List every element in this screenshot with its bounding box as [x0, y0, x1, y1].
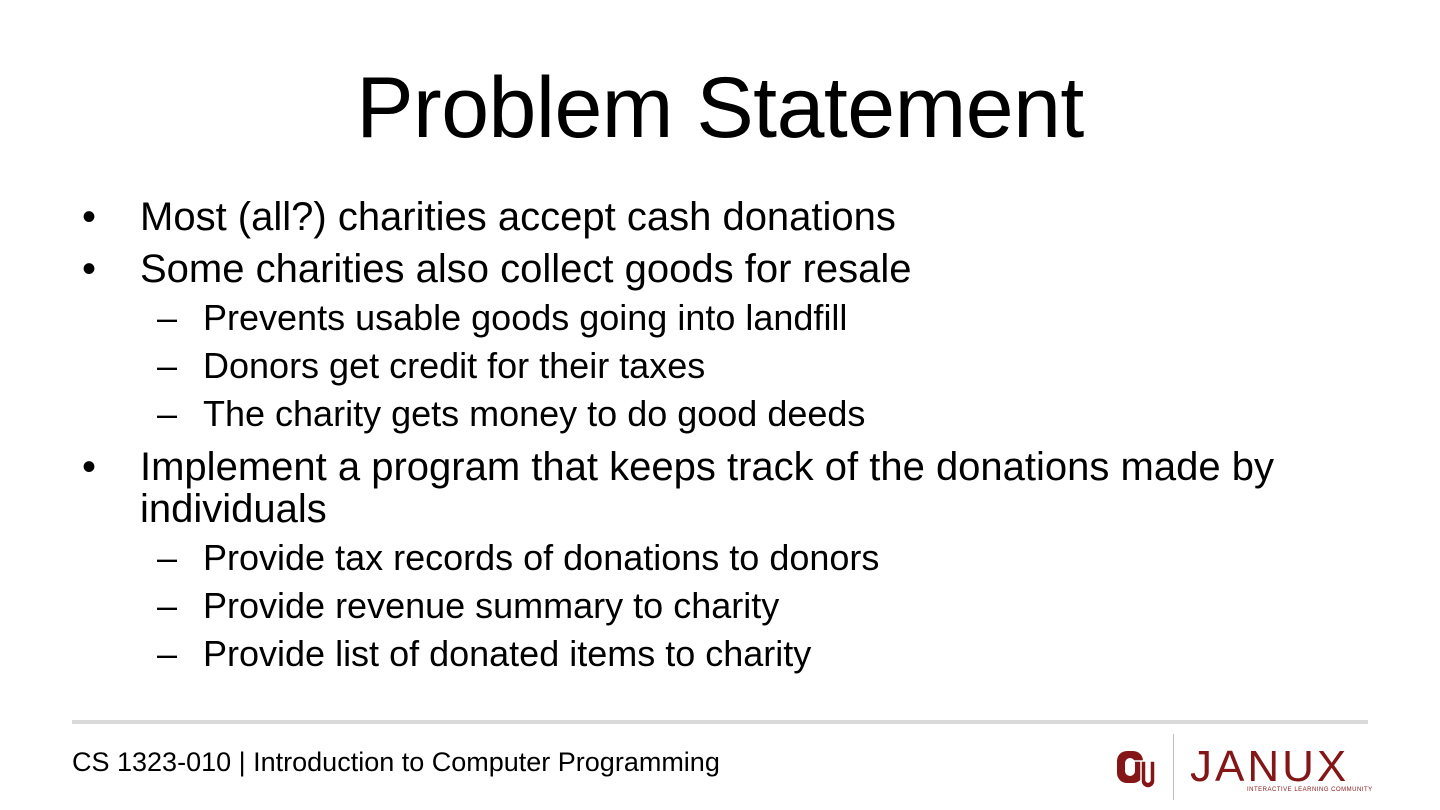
sub-bullet-text: Prevents usable goods going into landfil… [203, 297, 848, 338]
dash-icon: – [157, 585, 178, 626]
bullet-item: • Some charities also collect goods for … [82, 247, 1340, 291]
bullet-list: • Most (all?) charities accept cash dona… [82, 195, 1340, 674]
bullet-item: • Implement a program that keeps track o… [82, 445, 1320, 531]
bullet-text: Most (all?) charities accept cash donati… [140, 195, 896, 239]
ou-logo-icon [1116, 747, 1158, 798]
bullet-dot-icon: • [82, 195, 97, 239]
bullet-dot-icon: • [82, 247, 97, 291]
sub-bullet-item: – Provide revenue summary to charity [157, 585, 1303, 626]
sub-bullet-text: Provide tax records of donations to dono… [203, 537, 880, 578]
bullet-text: Some charities also collect goods for re… [140, 247, 912, 291]
dash-icon: – [157, 537, 178, 578]
bullet-text: Implement a program that keeps track of … [140, 445, 1274, 531]
logo-divider [1173, 734, 1174, 800]
footer-divider [72, 720, 1368, 724]
bullet-dot-icon: • [82, 445, 97, 489]
sub-bullet-text: Provide list of donated items to charity [203, 633, 812, 674]
janux-logo: JANUX [1190, 742, 1350, 791]
bullet-item: • Most (all?) charities accept cash dona… [82, 195, 1340, 239]
dash-icon: – [157, 345, 178, 386]
sub-bullet-item: – Prevents usable goods going into landf… [157, 297, 1303, 338]
sub-bullet-item: – The charity gets money to do good deed… [157, 393, 1303, 434]
sub-bullet-item: – Donors get credit for their taxes [157, 345, 1303, 386]
sub-bullet-text: Donors get credit for their taxes [203, 345, 706, 386]
dash-icon: – [157, 393, 178, 434]
slide-title: Problem Statement [356, 60, 1084, 156]
sub-bullet-item: – Provide list of donated items to chari… [157, 633, 1303, 674]
course-footer: CS 1323-010 | Introduction to Computer P… [72, 747, 720, 777]
sub-bullet-text: Provide revenue summary to charity [203, 585, 780, 626]
dash-icon: – [157, 297, 178, 338]
janux-tagline: INTERACTIVE LEARNING COMMUNITY [1247, 787, 1373, 793]
sub-bullet-item: – Provide tax records of donations to do… [157, 537, 1303, 578]
sub-bullet-text: The charity gets money to do good deeds [203, 393, 866, 434]
dash-icon: – [157, 633, 178, 674]
